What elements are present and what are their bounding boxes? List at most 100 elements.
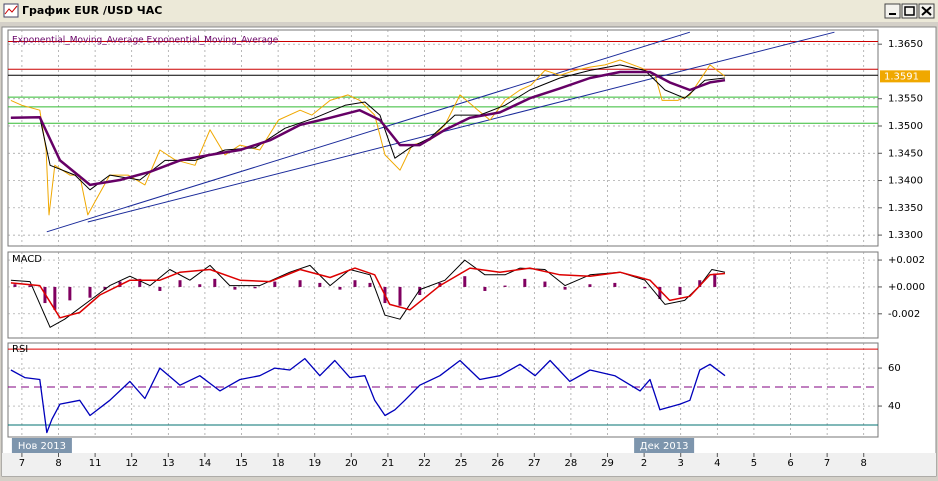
histogram-bar: [398, 286, 402, 306]
main-panel-border: [7, 29, 879, 247]
histogram-bar: [28, 285, 32, 287]
minimize-button[interactable]: [884, 3, 901, 19]
y-tick-label: 1.3550: [888, 94, 923, 105]
panel-title: RSI: [12, 344, 28, 355]
series-line: [10, 64, 726, 191]
histogram-bar: [253, 286, 257, 289]
maximize-button[interactable]: [901, 3, 918, 19]
histogram-bar: [158, 286, 162, 291]
histogram-bar: [273, 281, 277, 287]
trend-line: [87, 31, 835, 223]
window-icon-graph: [4, 5, 18, 15]
histogram-bar: [418, 286, 422, 295]
month-label: Нов 2013: [18, 441, 66, 452]
x-tick-label: 25: [455, 458, 468, 469]
x-tick-label: 14: [199, 458, 212, 469]
y-tick-label: +0.002: [888, 255, 925, 266]
histogram-bar: [698, 280, 702, 287]
title-bar: [0, 0, 938, 22]
x-tick-label: 4: [714, 458, 720, 469]
y-tick-label: 1.3300: [888, 230, 923, 241]
y-tick-label: 1.3350: [888, 203, 923, 214]
price-label: 1.3591: [884, 71, 919, 82]
x-tick-label: 19: [308, 458, 321, 469]
x-tick-label: 5: [751, 458, 757, 469]
histogram-bar: [588, 284, 592, 287]
panel: [8, 343, 878, 437]
histogram-bar: [643, 286, 647, 289]
close-button[interactable]: [918, 3, 935, 19]
panel-title: MACD: [12, 254, 42, 265]
x-tick-label: 29: [601, 458, 614, 469]
x-tick-label: 7: [19, 458, 25, 469]
x-axis-strip: [2, 453, 936, 476]
x-tick-label: 7: [824, 458, 830, 469]
histogram-bar: [613, 282, 617, 287]
x-tick-label: 15: [235, 458, 248, 469]
x-tick-label: 18: [272, 458, 285, 469]
series-line: [10, 59, 726, 216]
series-line: [10, 70, 726, 187]
panel: [8, 252, 878, 338]
rsi-panel-border: [7, 342, 879, 438]
histogram-bar: [13, 284, 17, 287]
histogram-bar: [503, 285, 507, 287]
histogram-bar: [298, 280, 302, 287]
histogram-bar: [53, 286, 57, 310]
x-tick-label: 28: [565, 458, 578, 469]
histogram-bar: [463, 276, 467, 287]
histogram-bar: [213, 278, 217, 287]
x-tick-label: 2: [641, 458, 647, 469]
histogram-bar: [368, 282, 372, 287]
x-tick-label: 26: [491, 458, 504, 469]
x-tick-label: 8: [55, 458, 61, 469]
x-tick-label: 3: [678, 458, 684, 469]
histogram-bar: [198, 284, 202, 287]
histogram-bar: [523, 278, 527, 287]
histogram-bar: [658, 286, 662, 300]
window-title: График EUR /USD ЧАС: [22, 4, 162, 17]
price-label-box: [880, 70, 930, 83]
y-tick-label: 1.3500: [888, 121, 923, 132]
x-tick-label: 8: [861, 458, 867, 469]
histogram-bar: [338, 286, 342, 290]
y-tick-label: 40: [888, 401, 901, 412]
histogram-bar: [68, 286, 72, 301]
y-tick-label: 1.3650: [888, 39, 923, 50]
x-tick-label: 13: [162, 458, 175, 469]
month-label: Дек 2013: [640, 441, 689, 452]
y-tick-label: 1.3450: [888, 148, 923, 159]
histogram-bar: [138, 278, 142, 287]
series-line: [10, 267, 726, 319]
histogram-bar: [543, 281, 547, 287]
x-tick-label: 21: [382, 458, 395, 469]
x-tick-label: 12: [125, 458, 138, 469]
macd-panel-border: [7, 251, 879, 339]
histogram-bar: [88, 286, 92, 298]
histogram-bar: [353, 280, 357, 287]
histogram-bar: [713, 273, 717, 287]
x-tick-label: 11: [89, 458, 102, 469]
x-tick-label: 6: [787, 458, 793, 469]
histogram-bar: [483, 286, 487, 291]
y-tick-label: +0.000: [888, 282, 925, 293]
histogram-bar: [103, 286, 107, 290]
y-tick-label: 1.3400: [888, 176, 923, 187]
y-tick-label: 60: [888, 363, 901, 374]
x-tick-label: 27: [528, 458, 541, 469]
histogram-bar: [178, 280, 182, 287]
y-tick-label: -0.002: [888, 309, 920, 320]
histogram-bar: [678, 286, 682, 295]
trend-line: [46, 31, 691, 233]
histogram-bar: [233, 286, 237, 290]
x-tick-label: 22: [418, 458, 431, 469]
panel: [8, 30, 878, 246]
plot-layer: 1.3650 1.3550 1.3500 1.3450 1.3400 1.3350 1.33…: [8, 30, 930, 469]
histogram-bar: [318, 282, 322, 287]
histogram-bar: [563, 286, 567, 290]
month-label-box: [11, 438, 72, 453]
x-tick-label: 20: [345, 458, 358, 469]
indicator-label: Exponential_Moving_Average Exponential_M…: [12, 36, 279, 46]
